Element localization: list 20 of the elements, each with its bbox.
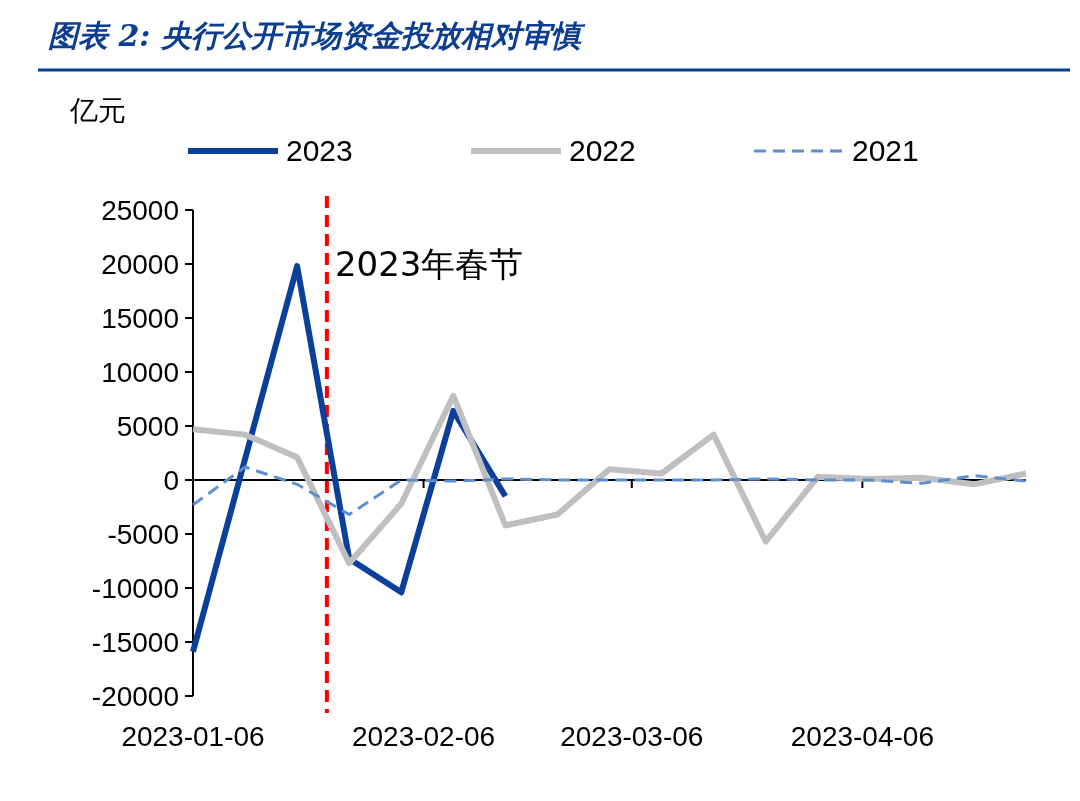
y-tick-label: 0 — [163, 464, 179, 496]
x-tick-label: 2023-02-06 — [351, 721, 496, 752]
y-tick-label: 5000 — [116, 410, 179, 442]
y-axis-title: 亿元 — [69, 95, 126, 126]
y-tick-label: 10000 — [101, 356, 179, 388]
legend-label: 2022 — [569, 134, 636, 167]
y-tick-label: -20000 — [91, 680, 179, 712]
legend-label: 2023 — [286, 134, 353, 167]
y-tick-label: 20000 — [101, 248, 179, 280]
legend-label: 2021 — [852, 134, 919, 167]
y-tick-label: -10000 — [91, 572, 179, 604]
y-tick-label: 25000 — [101, 194, 179, 226]
ref-line-label: 2023年春节 — [334, 244, 524, 284]
x-tick-label: 2023-01-06 — [121, 721, 265, 752]
y-tick-label: 15000 — [101, 302, 179, 334]
x-tick-label: 2023-04-06 — [790, 721, 934, 752]
chart-title: 图表 2: 央行公开市场资金投放相对审慎 — [48, 18, 586, 53]
y-tick-label: -5000 — [107, 518, 179, 550]
x-tick-label: 2023-03-06 — [560, 721, 704, 752]
y-tick-label: -15000 — [91, 626, 179, 658]
